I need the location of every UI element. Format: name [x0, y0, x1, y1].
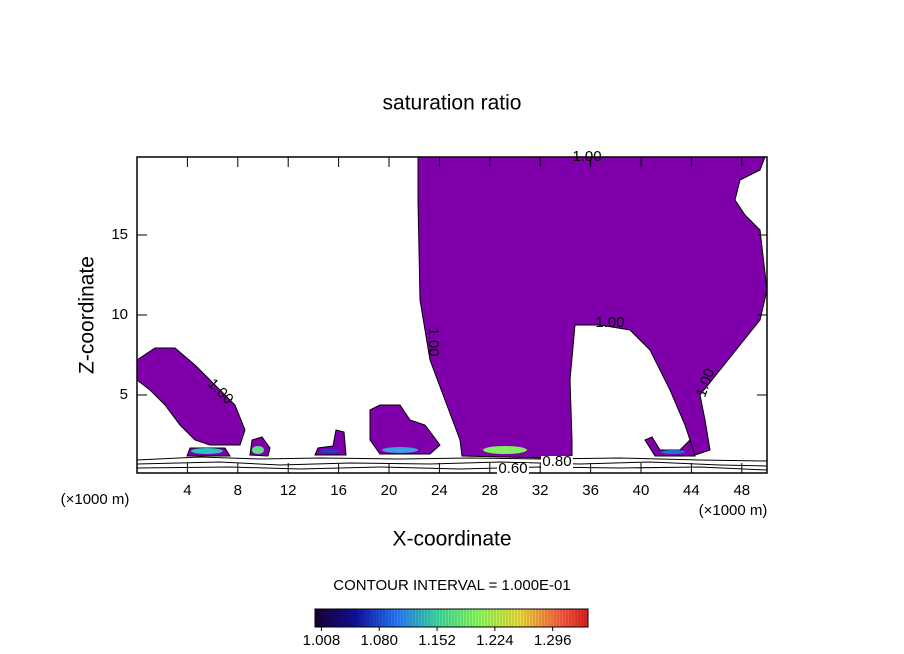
y-axis-label: Z-coordinate — [76, 256, 99, 374]
x-unit: (×1000 m) — [61, 491, 130, 508]
x-tick-label: 36 — [582, 482, 599, 499]
contour-label: 0.80 — [542, 453, 571, 470]
x-tick-label: 48 — [733, 482, 750, 499]
y-tick-label: 10 — [111, 306, 128, 323]
contour-label: 0.60 — [498, 460, 527, 477]
colorbar-stripes — [317, 609, 586, 627]
y-tick-label: 15 — [111, 226, 128, 243]
contour-spot — [320, 449, 340, 453]
contour-label: 1.00 — [572, 148, 601, 165]
contour-interval: CONTOUR INTERVAL = 1.000E-01 — [333, 577, 570, 594]
contour-label: 1.00 — [425, 327, 442, 356]
contour-region — [314, 429, 347, 456]
contour-region — [137, 347, 246, 446]
contour-spot — [661, 450, 685, 454]
x-tick-label: 12 — [280, 482, 297, 499]
contour-spot — [252, 446, 264, 454]
x-tick-label: 44 — [683, 482, 700, 499]
contour-line — [137, 456, 767, 462]
colorbar-tick-label: 1.296 — [534, 632, 572, 649]
colorbar-tick-label: 1.008 — [303, 632, 341, 649]
contour-region — [417, 156, 767, 459]
colorbar-tick-label: 1.080 — [360, 632, 398, 649]
contour-spot — [483, 446, 527, 454]
x-tick-label: 24 — [431, 482, 448, 499]
contour-spot — [382, 447, 418, 453]
contour-label: 1.00 — [595, 314, 624, 331]
x-axis-label: X-coordinate — [392, 528, 511, 551]
colorbar-tick-label: 1.152 — [418, 632, 456, 649]
x-tick-label: 32 — [532, 482, 549, 499]
colorbar-tick-label: 1.224 — [476, 632, 514, 649]
contour-spot — [191, 448, 223, 454]
x-tick-label: 4 — [183, 482, 191, 499]
x-tick-label: 16 — [330, 482, 347, 499]
x-tick-label: 8 — [234, 482, 242, 499]
y-tick-label: 5 — [120, 386, 128, 403]
colorbar — [314, 608, 589, 628]
x-tick-label: 28 — [481, 482, 498, 499]
contour-label-bg — [541, 456, 573, 468]
x-unit: (×1000 m) — [699, 502, 768, 519]
x-tick-label: 20 — [381, 482, 398, 499]
contour-field — [137, 156, 767, 471]
contour-label-bg — [497, 463, 529, 475]
x-tick-label: 40 — [633, 482, 650, 499]
contour-region — [369, 404, 441, 455]
contour-line — [137, 461, 767, 467]
contour-line — [137, 466, 767, 471]
chart-title: saturation ratio — [383, 92, 522, 115]
